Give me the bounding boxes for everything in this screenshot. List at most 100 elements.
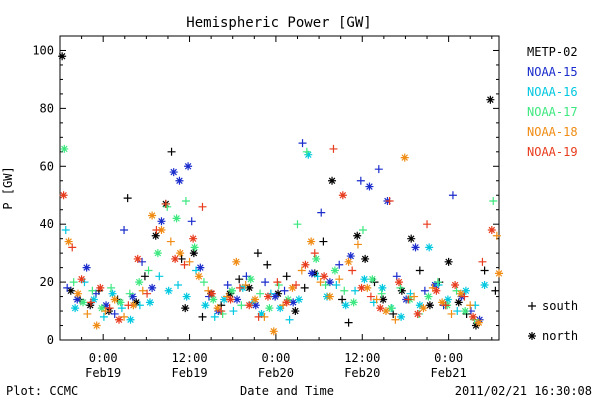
south-point <box>144 266 153 275</box>
north-point <box>246 275 255 284</box>
north-point <box>181 304 190 313</box>
data-points <box>58 52 503 336</box>
south-point <box>300 283 309 292</box>
south-point <box>335 260 344 269</box>
south-point <box>138 286 147 295</box>
south-point <box>528 302 536 310</box>
footer-timestamp: 2011/02/21 16:30:08 <box>455 384 592 398</box>
south-point <box>261 278 270 287</box>
north-point <box>475 315 484 324</box>
north-point <box>257 309 266 318</box>
north-point <box>190 243 199 252</box>
south-point <box>321 280 330 289</box>
north-point <box>379 295 388 304</box>
north-point <box>96 283 105 292</box>
north-point <box>394 278 403 287</box>
north-point <box>312 254 321 263</box>
south-point <box>410 292 419 301</box>
north-point <box>341 301 350 310</box>
chart-title: Hemispheric Power [GW] <box>186 15 371 31</box>
north-point <box>407 234 416 243</box>
south-point <box>187 217 196 226</box>
south-point <box>441 301 450 310</box>
north-point <box>425 301 434 310</box>
south-point <box>107 283 116 292</box>
north-point <box>294 295 303 304</box>
south-point <box>253 249 262 258</box>
south-point <box>338 295 347 304</box>
south-point <box>161 199 170 208</box>
north-point <box>102 301 111 310</box>
south-point <box>392 272 401 281</box>
series-noaa-19 <box>59 144 496 324</box>
north-point <box>307 237 316 246</box>
north-point <box>73 295 82 304</box>
south-point <box>282 272 291 281</box>
south-point <box>396 283 405 292</box>
north-point <box>338 191 347 200</box>
south-point <box>166 237 175 246</box>
north-point <box>233 295 242 304</box>
north-point <box>245 283 254 292</box>
legend-item-noaa-16: NOAA-16 <box>527 85 578 99</box>
north-point <box>346 252 355 261</box>
north-point <box>82 263 91 272</box>
south-point <box>174 280 183 289</box>
south-point <box>125 289 134 298</box>
north-point <box>454 298 463 307</box>
south-point <box>241 280 250 289</box>
north-point <box>245 301 254 310</box>
x-tick-time: 12:00 <box>344 351 380 365</box>
north-point <box>89 295 98 304</box>
south-point <box>140 272 149 281</box>
south-point <box>344 318 353 327</box>
north-point <box>307 269 316 278</box>
x-tick-date: Feb19 <box>85 366 121 380</box>
x-tick-time: 0:00 <box>261 351 290 365</box>
north-point <box>135 278 144 287</box>
south-point <box>348 266 357 275</box>
south-point <box>374 165 383 174</box>
north-point <box>461 286 470 295</box>
south-point <box>310 249 319 258</box>
south-point <box>155 272 164 281</box>
north-point <box>213 304 222 313</box>
north-point <box>387 304 396 313</box>
south-point <box>351 286 360 295</box>
south-point <box>198 202 207 211</box>
series-noaa-18 <box>64 153 503 336</box>
north-point <box>66 286 75 295</box>
north-point <box>282 298 291 307</box>
north-point <box>182 292 191 301</box>
north-point <box>133 254 142 263</box>
north-point <box>148 211 157 220</box>
north-point <box>480 280 489 289</box>
north-point <box>153 249 162 258</box>
south-point <box>298 139 307 148</box>
north-point <box>110 295 119 304</box>
south-point <box>420 286 429 295</box>
south-point <box>68 243 77 252</box>
legend-item-noaa-17: NOAA-17 <box>527 105 578 119</box>
series-metp-02 <box>58 52 500 330</box>
north-point <box>301 260 310 269</box>
north-point <box>443 295 452 304</box>
x-tick-time: 0:00 <box>434 351 463 365</box>
north-point <box>274 289 283 298</box>
north-point <box>232 257 241 266</box>
south-point <box>293 220 302 229</box>
north-point <box>353 231 362 240</box>
north-point <box>415 301 424 310</box>
south-point <box>433 278 442 287</box>
legend-item-metp-02: METP-02 <box>527 45 578 59</box>
north-point <box>71 304 80 313</box>
south-point <box>358 225 367 234</box>
south-point <box>356 176 365 185</box>
north-point <box>400 153 409 162</box>
south-point <box>88 286 97 295</box>
south-point <box>61 225 70 234</box>
south-point <box>460 292 469 301</box>
south-point <box>452 286 461 295</box>
south-point <box>366 292 375 301</box>
north-point <box>189 249 198 258</box>
